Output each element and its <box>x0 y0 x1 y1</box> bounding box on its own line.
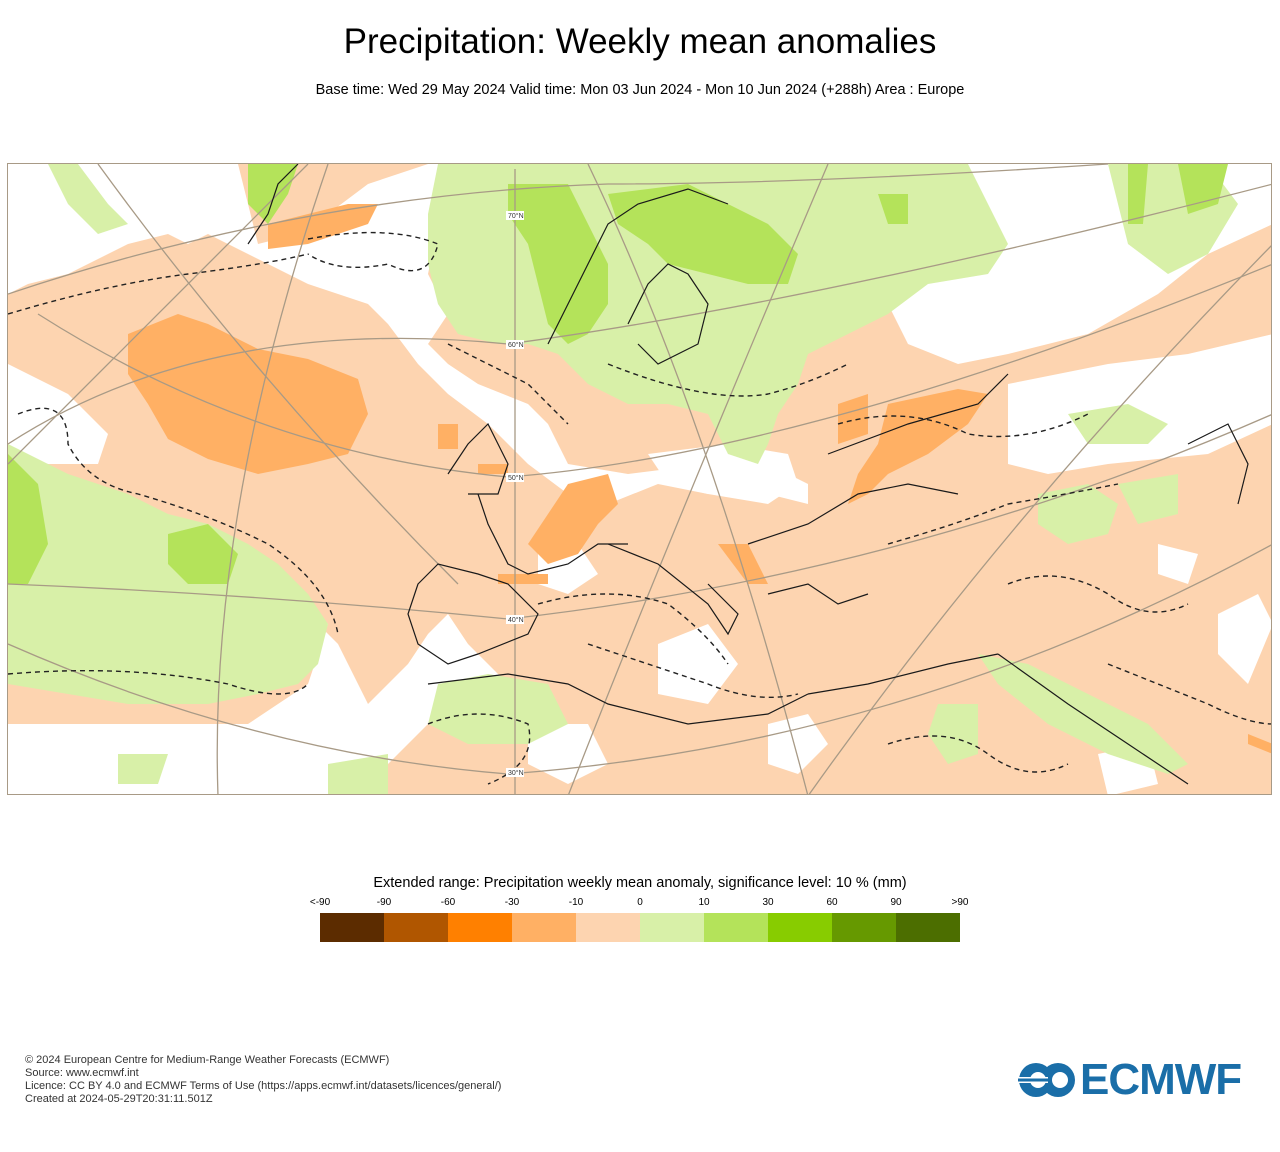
legend-tick: 30 <box>762 897 774 908</box>
svg-text:60°N: 60°N <box>508 341 524 349</box>
legend-swatch <box>768 913 832 942</box>
legend-swatch <box>832 913 896 942</box>
legend-swatch <box>704 913 768 942</box>
legend-swatch <box>896 913 960 942</box>
ecmwf-logo: ECMWF <box>1018 1055 1242 1104</box>
legend-ticks: <-90 -90 -60 -30 -10 0 10 30 60 90 >90 <box>309 897 972 911</box>
svg-text:50°N: 50°N <box>508 474 524 482</box>
precipitation-anomaly-map: 70°N 60°N 50°N 40°N 30°N <box>7 163 1272 795</box>
legend-swatch <box>512 913 576 942</box>
legend-tick: -90 <box>376 897 392 908</box>
legend-swatch <box>576 913 640 942</box>
neutral-areas <box>8 164 1271 794</box>
legend-tick: 0 <box>637 897 643 908</box>
svg-text:30°N: 30°N <box>508 769 524 777</box>
licence-line: Licence: CC BY 4.0 and ECMWF Terms of Us… <box>25 1080 502 1092</box>
legend-swatch <box>384 913 448 942</box>
green-areas <box>8 164 1228 584</box>
legend-swatch <box>320 913 384 942</box>
orange-areas <box>128 204 1271 754</box>
legend-tick: -60 <box>440 897 456 908</box>
ecmwf-logo-text: ECMWF <box>1080 1055 1242 1104</box>
copyright-line: © 2024 European Centre for Medium-Range … <box>25 1054 390 1066</box>
ecmwf-logo-icon <box>1018 1063 1075 1097</box>
source-line: Source: www.ecmwf.int <box>25 1067 139 1079</box>
legend-tick: -10 <box>568 897 584 908</box>
legend-swatch <box>448 913 512 942</box>
legend-tick: 90 <box>890 897 902 908</box>
legend-tick: 60 <box>826 897 838 908</box>
legend-tick: 10 <box>698 897 710 908</box>
legend-swatch <box>640 913 704 942</box>
svg-text:40°N: 40°N <box>508 616 524 624</box>
graticule <box>8 164 1271 794</box>
coastlines <box>247 164 1249 785</box>
svg-text:70°N: 70°N <box>508 212 524 220</box>
legend-tick: -30 <box>504 897 520 908</box>
significance-contours <box>8 231 1271 785</box>
latitude-labels: 70°N 60°N 50°N 40°N 30°N <box>506 211 524 777</box>
legend-colorbar <box>320 913 960 942</box>
legend-tick: <-90 <box>309 897 331 908</box>
chart-title: Precipitation: Weekly mean anomalies <box>343 22 937 61</box>
created-line: Created at 2024-05-29T20:31:11.501Z <box>25 1093 213 1105</box>
legend-tick: >90 <box>951 897 969 908</box>
legend-title: Extended range: Precipitation weekly mea… <box>373 875 907 891</box>
chart-subtitle: Base time: Wed 29 May 2024 Valid time: M… <box>315 82 965 98</box>
copyright-footer: © 2024 European Centre for Medium-Range … <box>25 1054 501 1106</box>
